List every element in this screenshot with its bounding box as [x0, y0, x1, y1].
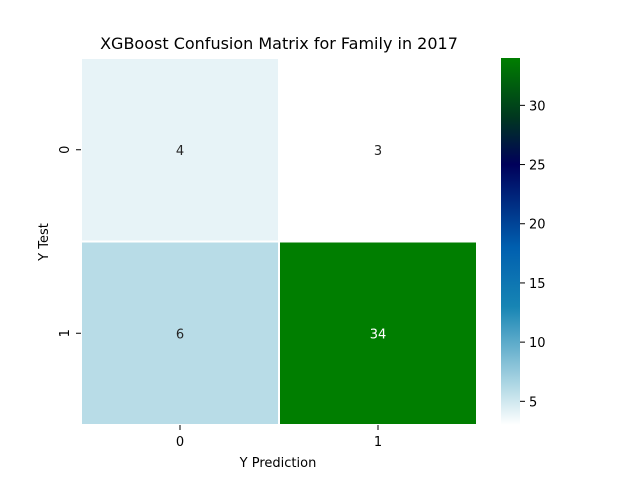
y-axis-label: Y Test	[37, 223, 52, 262]
cell-value-label: 4	[176, 144, 184, 159]
x-tick-label: 0	[176, 435, 184, 450]
colorbar-tick-label: 30	[529, 99, 546, 114]
heatmap-cell	[80, 240, 280, 426]
chart-title: XGBoost Confusion Matrix for Family in 2…	[100, 34, 458, 53]
colorbar-ticks: 5 10 15 20 25 30	[520, 99, 546, 410]
x-axis-label: Y Prediction	[239, 456, 317, 471]
heatmap-cell	[278, 240, 478, 426]
heatmap-cell	[80, 57, 280, 243]
x-tick-label: 1	[374, 435, 382, 450]
colorbar-tick-label: 20	[529, 218, 546, 233]
y-tick-label: 0	[58, 146, 73, 154]
colorbar	[501, 58, 520, 425]
colorbar-tick-label: 15	[529, 277, 546, 292]
heatmap-cell	[278, 57, 478, 243]
y-axis: 01	[58, 146, 81, 337]
colorbar-tick-label: 5	[529, 395, 537, 410]
cell-value-label: 34	[370, 327, 387, 342]
colorbar-tick-label: 25	[529, 159, 546, 174]
heatmap-cells: 4 3 6 34	[80, 57, 478, 426]
cell-value-label: 6	[176, 327, 184, 342]
y-tick-label: 1	[58, 329, 73, 337]
cell-value-label: 3	[374, 144, 382, 159]
colorbar-tick-label: 10	[529, 336, 546, 351]
